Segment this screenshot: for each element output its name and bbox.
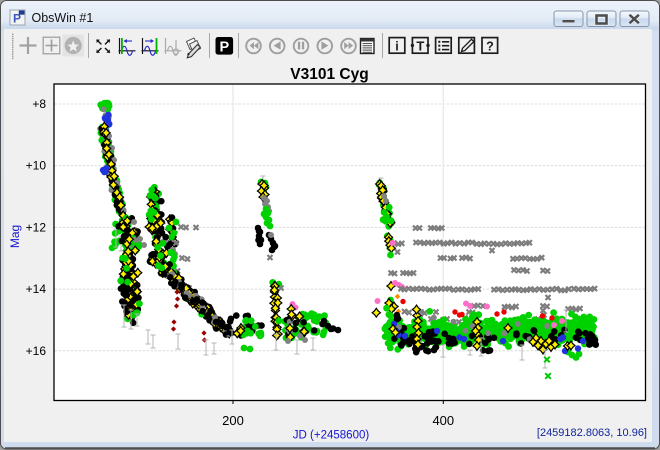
svg-text:JD (+2458600): JD (+2458600) [293, 430, 370, 442]
svg-text:+12: +12 [26, 220, 47, 234]
svg-text:+8: +8 [32, 97, 46, 111]
svg-text:200: 200 [222, 413, 244, 428]
svg-text:P: P [219, 40, 229, 56]
svg-text:+14: +14 [26, 282, 47, 296]
svg-text:ObsWin #1: ObsWin #1 [32, 11, 94, 25]
svg-text:P: P [13, 11, 21, 25]
svg-text:V3101 Cyg: V3101 Cyg [290, 66, 368, 83]
svg-text:[2459182.8063, 10.96]: [2459182.8063, 10.96] [537, 427, 647, 439]
svg-text:Mag: Mag [8, 225, 22, 248]
svg-text:?: ? [486, 40, 494, 54]
svg-text:+16: +16 [26, 344, 47, 358]
svg-text:+10: +10 [26, 159, 47, 173]
svg-text:400: 400 [432, 413, 454, 428]
svg-text:i: i [395, 40, 398, 54]
svg-text:T: T [416, 38, 424, 53]
